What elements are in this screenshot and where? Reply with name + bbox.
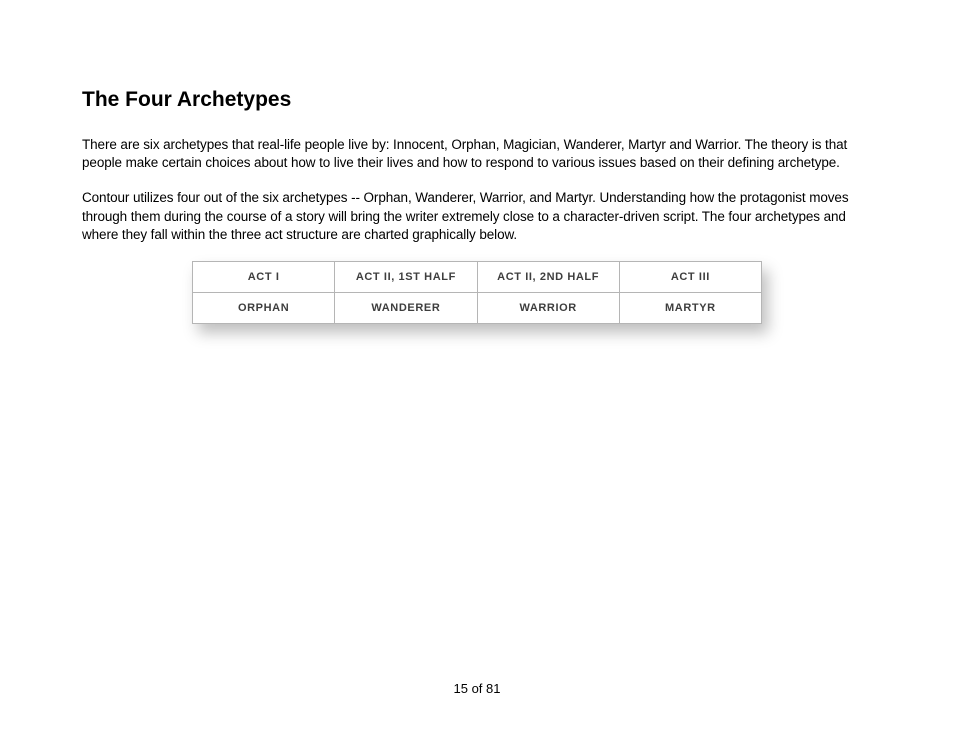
act-header: ACT III — [619, 262, 761, 293]
intro-paragraph-2: Contour utilizes four out of the six arc… — [82, 189, 872, 244]
archetype-cell: ORPHAN — [193, 293, 335, 324]
archetype-table-container: ACT I ACT II, 1ST HALF ACT II, 2ND HALF … — [192, 261, 762, 324]
archetype-cell: WARRIOR — [477, 293, 619, 324]
act-header: ACT II, 2ND HALF — [477, 262, 619, 293]
intro-paragraph-1: There are six archetypes that real-life … — [82, 136, 872, 172]
archetype-cell: WANDERER — [335, 293, 477, 324]
page-number: 15 of 81 — [0, 681, 954, 696]
archetype-table: ACT I ACT II, 1ST HALF ACT II, 2ND HALF … — [192, 261, 762, 324]
act-header: ACT II, 1ST HALF — [335, 262, 477, 293]
archetype-cell: MARTYR — [619, 293, 761, 324]
table-header-row: ACT I ACT II, 1ST HALF ACT II, 2ND HALF … — [193, 262, 762, 293]
table-data-row: ORPHAN WANDERER WARRIOR MARTYR — [193, 293, 762, 324]
act-header: ACT I — [193, 262, 335, 293]
page-heading: The Four Archetypes — [82, 88, 872, 112]
document-page: The Four Archetypes There are six archet… — [0, 0, 954, 324]
